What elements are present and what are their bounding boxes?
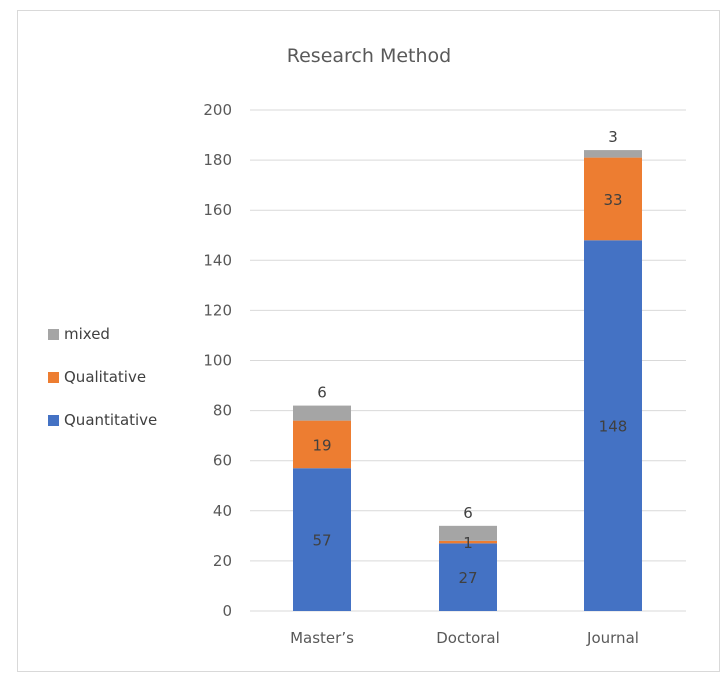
y-tick-label: 20 bbox=[213, 552, 232, 570]
legend-swatch bbox=[48, 329, 59, 340]
x-axis: Master’s Doctoral Journal bbox=[290, 629, 639, 647]
bars bbox=[293, 150, 642, 611]
legend-label: Qualitative bbox=[64, 368, 146, 386]
bar-segment bbox=[293, 468, 351, 611]
data-label: 6 bbox=[317, 384, 327, 402]
legend-label: mixed bbox=[64, 325, 110, 343]
bar-segment bbox=[439, 543, 497, 611]
data-label: 6 bbox=[463, 504, 473, 522]
y-tick-label: 180 bbox=[203, 151, 232, 169]
x-category-label: Doctoral bbox=[436, 629, 500, 647]
x-category-label: Master’s bbox=[290, 629, 354, 647]
bar-segment bbox=[584, 150, 642, 158]
legend: mixed Qualitative Quantitative bbox=[48, 325, 157, 429]
y-tick-label: 120 bbox=[203, 301, 232, 319]
y-tick-label: 60 bbox=[213, 452, 232, 470]
bar-segment bbox=[584, 240, 642, 611]
bar-segment bbox=[293, 420, 351, 469]
bar-segment bbox=[293, 405, 351, 421]
bar-segment bbox=[439, 525, 497, 541]
y-tick-label: 80 bbox=[213, 402, 232, 420]
data-label: 33 bbox=[603, 191, 622, 209]
data-label: 1 bbox=[463, 534, 473, 552]
bar-segment bbox=[584, 157, 642, 241]
legend-label: Quantitative bbox=[64, 411, 157, 429]
data-label: 19 bbox=[312, 436, 331, 454]
y-axis: 0 20 40 60 80 100 120 140 160 180 200 bbox=[203, 101, 232, 620]
chart-title: Research Method bbox=[287, 45, 451, 67]
legend-swatch bbox=[48, 372, 59, 383]
x-category-label: Journal bbox=[586, 629, 639, 647]
y-tick-label: 0 bbox=[222, 602, 232, 620]
data-label: 57 bbox=[312, 532, 331, 550]
legend-swatch bbox=[48, 415, 59, 426]
bar-segment bbox=[439, 540, 497, 544]
y-tick-label: 200 bbox=[203, 101, 232, 119]
data-label: 148 bbox=[599, 418, 628, 436]
y-tick-label: 100 bbox=[203, 352, 232, 370]
data-label: 3 bbox=[608, 128, 618, 146]
y-tick-label: 160 bbox=[203, 201, 232, 219]
y-tick-label: 140 bbox=[203, 251, 232, 269]
data-label: 27 bbox=[458, 569, 477, 587]
y-tick-label: 40 bbox=[213, 502, 232, 520]
